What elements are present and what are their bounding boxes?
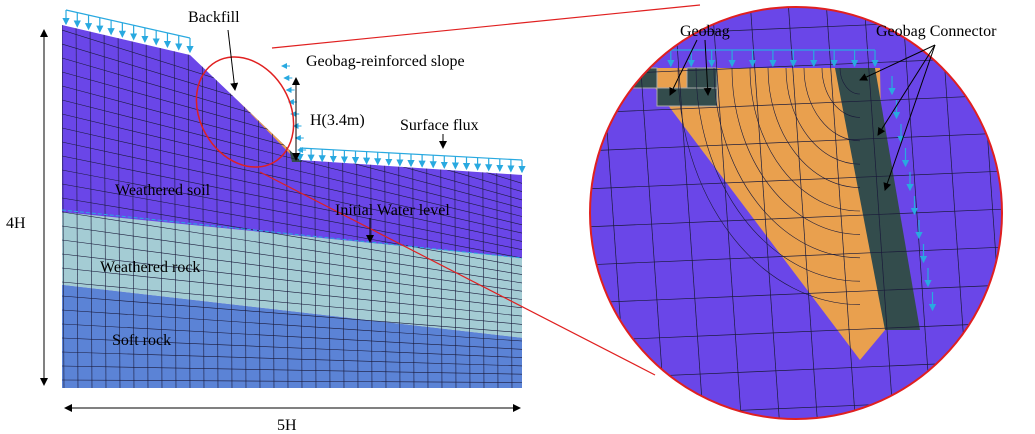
figure: Backfill Geobag-reinforced slope H(3.4m)…	[0, 0, 1035, 434]
surface-flux-label: Surface flux	[400, 117, 479, 134]
zoom-line	[272, 5, 700, 48]
slope-label: Geobag-reinforced slope	[306, 53, 465, 70]
weathered-rock-label: Weathered rock	[100, 259, 200, 276]
height-label: H(3.4m)	[310, 112, 365, 129]
mesh-line	[560, 0, 590, 430]
water-level-label: Initial Water level	[335, 202, 450, 219]
mesh-line	[1016, 0, 1035, 430]
mesh-line	[62, 391, 522, 394]
width-dim-label: 5H	[277, 417, 297, 434]
connector-label: Geobag Connector	[876, 23, 997, 40]
backfill-label: Backfill	[188, 9, 240, 26]
zoom-geobag-top	[687, 68, 717, 88]
zoom-view	[560, 0, 1035, 430]
geobag-label: Geobag	[680, 23, 730, 40]
soft-rock-label: Soft rock	[112, 332, 171, 349]
weathered-soil-label: Weathered soil	[115, 182, 211, 199]
backfill-pointer	[228, 30, 235, 90]
height-dim-label: 4H	[6, 215, 26, 232]
